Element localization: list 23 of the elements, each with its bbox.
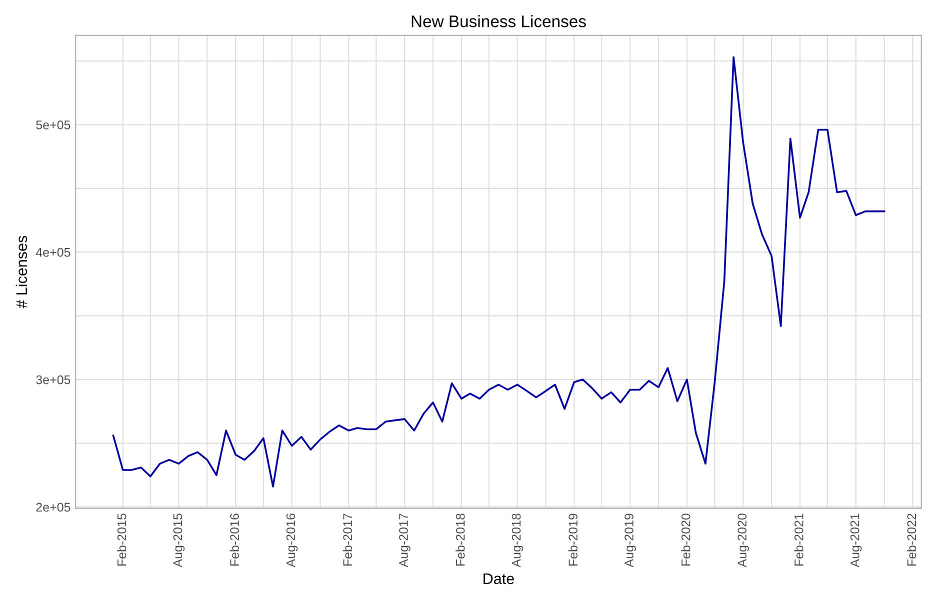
- line-series: [112, 56, 886, 488]
- y-tick-label: 5e+05: [36, 120, 70, 130]
- x-tick-label: Aug-2017: [399, 514, 410, 568]
- x-tick-label: Aug-2020: [738, 514, 749, 568]
- x-tick-label: Feb-2019: [568, 514, 578, 566]
- x-tick-label: Feb-2017: [342, 514, 352, 566]
- y-tick-label: 2e+05: [36, 502, 70, 512]
- x-tick-label: Feb-2020: [681, 514, 690, 566]
- y-axis-title: # Licenses: [16, 236, 28, 308]
- x-tick-label: Feb-2015: [117, 514, 126, 566]
- x-tick-label: Aug-2019: [624, 514, 636, 568]
- y-tick-label: 3e+05: [36, 375, 70, 384]
- x-tick-label: Feb-2022: [906, 514, 916, 566]
- y-tick-label: 4e+05: [36, 248, 70, 257]
- x-tick-label: Aug-2021: [850, 514, 862, 568]
- x-tick-label: Aug-2015: [173, 514, 185, 568]
- chart-title: New Business Licenses: [412, 15, 586, 28]
- x-axis-title: Date: [484, 573, 514, 584]
- x-tick-label: Feb-2021: [794, 514, 804, 566]
- x-tick-label: Feb-2018: [456, 514, 465, 566]
- x-tick-label: Aug-2018: [512, 514, 524, 568]
- x-tick-label: Aug-2016: [286, 514, 298, 568]
- x-tick-label: Feb-2016: [230, 514, 239, 566]
